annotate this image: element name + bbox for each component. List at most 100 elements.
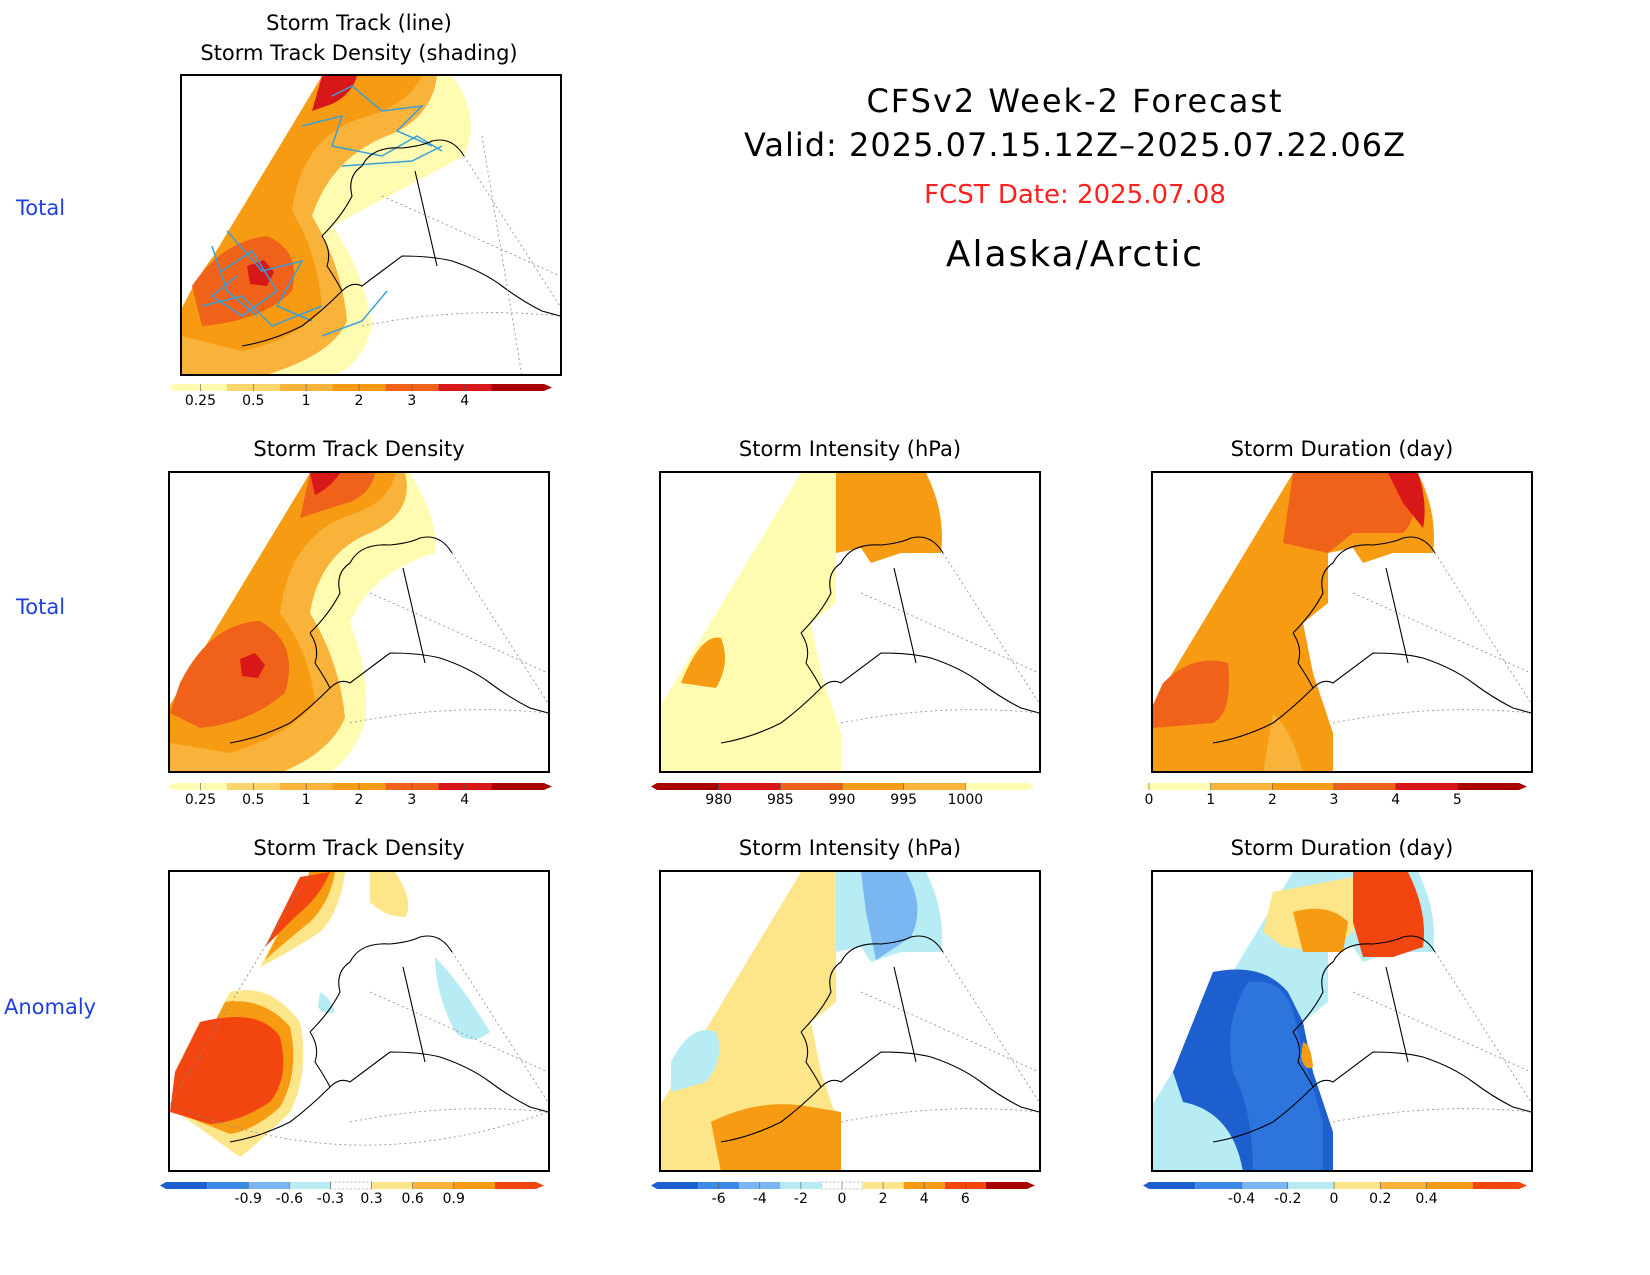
panel7-map <box>1151 870 1533 1172</box>
colorbar-tick-label: 995 <box>890 792 917 808</box>
colorbar-tick-label: -0.2 <box>1274 1191 1301 1207</box>
colorbar-tick-label: 4 <box>460 792 469 808</box>
coastline <box>229 536 548 744</box>
colorbar-tick-label: 3 <box>1330 792 1339 808</box>
colorbar-tick-label: 4 <box>1391 792 1400 808</box>
colorbar-tick-label: 0 <box>1330 1191 1339 1207</box>
colorbar-swatch <box>718 783 781 790</box>
colorbar-swatch <box>491 384 544 391</box>
colorbar-arrow-left <box>651 783 657 790</box>
colorbar-intensity-anomaly: -6 -4 -2 0 2 4 6 <box>651 1180 1035 1220</box>
colorbar-swatch <box>903 783 966 790</box>
coastline <box>1212 536 1531 744</box>
density-shading <box>170 473 436 771</box>
colorbar-swatch <box>1210 783 1273 790</box>
colorbar-arrow-left <box>1143 783 1149 790</box>
colorbar-tick-label: 1 <box>1206 792 1215 808</box>
panel2-map <box>168 471 550 773</box>
colorbar-tick-label: 1 <box>302 393 311 409</box>
panel4-title: Storm Duration (day) <box>1230 437 1454 461</box>
colorbar-tick-label: 985 <box>767 792 794 808</box>
colorbar-arrow-right <box>536 1182 544 1189</box>
colorbar-swatch <box>1457 783 1519 790</box>
row-label-total-2: Total <box>16 595 66 619</box>
intensity-shading <box>661 473 942 771</box>
panel3-map <box>659 471 1041 773</box>
coastline <box>229 935 548 1143</box>
graticule <box>840 552 1039 724</box>
colorbar-arrow-left <box>651 1182 657 1189</box>
colorbar-duration-anomaly: -0.4 -0.2 0 0.2 0.4 <box>1143 1180 1527 1220</box>
colorbar-tick-label: 0 <box>838 1191 847 1207</box>
panel6-map <box>659 870 1041 1172</box>
colorbar-swatch <box>1334 783 1396 790</box>
colorbar-tick-label: 2 <box>1268 792 1277 808</box>
colorbar-swatch <box>1149 783 1211 790</box>
forecast-title: CFSv2 Week-2 Forecast <box>866 82 1284 120</box>
colorbar-arrow-right <box>544 783 552 790</box>
colorbar-tick-label: 0.5 <box>242 393 264 409</box>
colorbar-arrow-right <box>544 384 552 391</box>
colorbar-swatch <box>1472 1182 1519 1189</box>
coastline <box>1212 935 1531 1143</box>
panel5-map <box>168 870 550 1172</box>
coastline <box>720 536 1039 744</box>
colorbar-tick-label: 0.3 <box>360 1191 382 1207</box>
panel5-title: Storm Track Density <box>253 836 465 860</box>
colorbar-tick-label: -4 <box>753 1191 767 1207</box>
density-anomaly-shading <box>170 872 490 1157</box>
panel1-map <box>180 74 562 376</box>
colorbar-swatch <box>1380 1182 1427 1189</box>
graticule <box>361 135 560 374</box>
colorbar-tick-label: -0.4 <box>1228 1191 1255 1207</box>
colorbar-arrow-left <box>168 783 174 790</box>
graticule <box>840 951 1039 1123</box>
panel7-title: Storm Duration (day) <box>1230 836 1454 860</box>
colorbar-arrow-right <box>1027 783 1035 790</box>
colorbar-swatch <box>248 1182 290 1189</box>
colorbar-tick-label: -2 <box>794 1191 808 1207</box>
graticule <box>1332 951 1531 1123</box>
colorbar-arrow-right <box>1027 1182 1035 1189</box>
coastline <box>720 935 1039 1143</box>
colorbar-swatch <box>371 1182 413 1189</box>
storm-track-lines <box>201 85 443 337</box>
valid-range: Valid: 2025.07.15.12Z–2025.07.22.06Z <box>743 126 1407 164</box>
colorbar-tick-label: 990 <box>829 792 856 808</box>
colorbar-tick-label: 2 <box>879 1191 888 1207</box>
duration-shading <box>1153 473 1434 771</box>
colorbar-tick-label: -0.3 <box>317 1191 344 1207</box>
row-label-anomaly: Anomaly <box>4 995 97 1019</box>
colorbar-arrow-right <box>1519 783 1527 790</box>
colorbar-tick-label: 0.4 <box>1415 1191 1437 1207</box>
colorbar-swatch <box>494 1182 536 1189</box>
colorbar-swatch <box>1195 1182 1242 1189</box>
colorbar-swatch <box>657 783 719 790</box>
colorbar-swatch <box>491 783 544 790</box>
colorbar-tick-label: 4 <box>920 1191 929 1207</box>
colorbar-arrow-right <box>1519 1182 1527 1189</box>
colorbar-tick-label: -0.9 <box>235 1191 262 1207</box>
panel6-title: Storm Intensity (hPa) <box>738 836 962 860</box>
colorbar-swatch <box>1426 1182 1473 1189</box>
panel4-map <box>1151 471 1533 773</box>
colorbar-swatch <box>289 1182 331 1189</box>
colorbar-density: 0.25 0.5 1 2 3 4 <box>168 781 552 821</box>
colorbar-density-top: 0.25 0.5 1 2 3 4 <box>168 382 552 422</box>
graticule <box>170 872 548 1146</box>
intensity-anomaly-shading <box>661 872 942 1170</box>
colorbar-swatch <box>166 1182 208 1189</box>
colorbar-swatch <box>780 783 842 790</box>
colorbar-tick-label: 6 <box>961 1191 970 1207</box>
colorbar-swatch <box>207 1182 249 1189</box>
colorbar-arrow-left <box>160 1182 166 1189</box>
colorbar-swatch <box>1334 1182 1381 1189</box>
colorbar-tick-label: 0.9 <box>443 1191 465 1207</box>
fcst-date: FCST Date: 2025.07.08 <box>924 180 1226 210</box>
colorbar-tick-label: 0.25 <box>185 792 216 808</box>
colorbar-swatch <box>1287 1182 1334 1189</box>
colorbar-tick-label: -0.6 <box>276 1191 303 1207</box>
colorbar-tick-label: 980 <box>705 792 732 808</box>
colorbar-tick-label: 0.2 <box>1369 1191 1391 1207</box>
duration-anomaly-shading <box>1153 872 1434 1170</box>
